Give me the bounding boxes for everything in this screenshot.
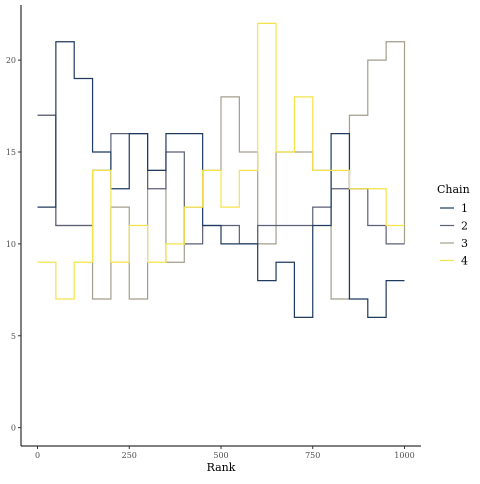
- y-tick-label: 15: [6, 148, 16, 157]
- y-tick-label: 0: [11, 424, 16, 433]
- y-tick-label: 5: [11, 332, 16, 341]
- legend-label-chain-4: 4: [461, 255, 468, 268]
- x-axis-title: Rank: [207, 461, 236, 474]
- legend-title: Chain: [437, 183, 470, 196]
- x-tick-label: 750: [305, 451, 320, 460]
- y-tick-label: 10: [6, 240, 16, 249]
- legend: Chain 1 2 3 4: [437, 183, 470, 268]
- series-layer: [37, 22, 406, 318]
- legend-label-chain-3: 3: [461, 237, 468, 250]
- x-tick-label: 500: [213, 451, 228, 460]
- legend-label-chain-2: 2: [461, 220, 468, 233]
- x-tick-label: 1000: [394, 451, 414, 460]
- y-tick-label: 20: [6, 56, 16, 65]
- series-line-chain-4: [37, 22, 405, 300]
- axes-layer: 0 250 500 750 1000 0 5 10 15 20: [6, 5, 421, 460]
- x-tick-label: 0: [35, 451, 40, 460]
- legend-label-chain-1: 1: [461, 202, 468, 215]
- x-tick-label: 250: [122, 451, 137, 460]
- series-line-chain-1: [37, 41, 405, 318]
